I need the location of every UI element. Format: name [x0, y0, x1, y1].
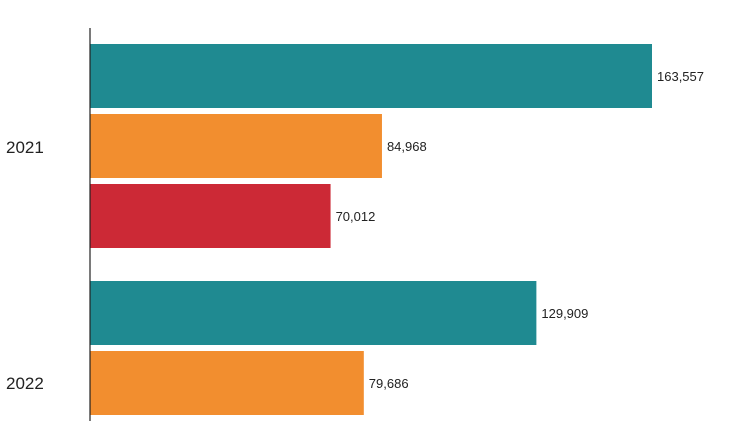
bar-2021-series-2 — [90, 114, 382, 178]
bar-2022-series-2 — [90, 351, 364, 415]
data-label-2022-series-2: 79,686 — [369, 376, 409, 391]
data-label-2022-series-1: 129,909 — [541, 306, 588, 321]
bar-2021-series-3 — [90, 184, 331, 248]
category-label-2021: 2021 — [6, 138, 44, 157]
data-label-2021-series-1: 163,557 — [657, 69, 704, 84]
bar-2021-series-1 — [90, 44, 652, 108]
data-label-2021-series-2: 84,968 — [387, 139, 427, 154]
category-label-2022: 2022 — [6, 374, 44, 393]
data-label-2021-series-3: 70,012 — [336, 209, 376, 224]
bar-2022-series-1 — [90, 281, 537, 345]
